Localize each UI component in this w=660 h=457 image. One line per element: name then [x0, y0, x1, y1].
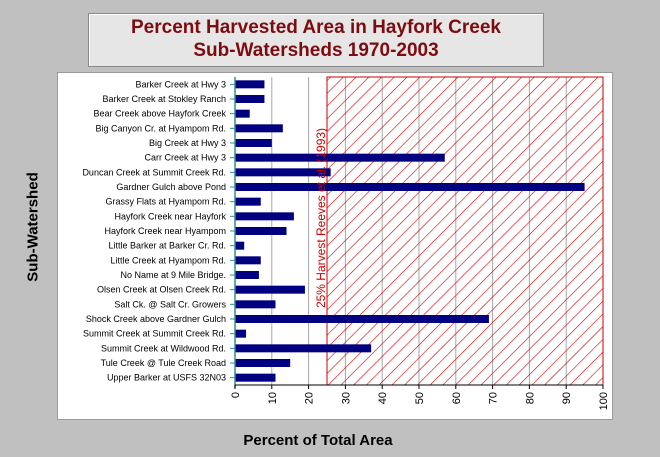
bar [235, 344, 372, 353]
bar [235, 285, 305, 294]
x-tick-label: 40 [377, 392, 389, 404]
bar [235, 227, 287, 235]
bar [235, 153, 445, 162]
bar [235, 80, 265, 89]
bar [235, 256, 261, 265]
category-label: Hayfork Creek near Hayfork [114, 211, 226, 221]
x-axis-label: Percent of Total Area [243, 432, 393, 449]
category-label: Salt Ck. @ Salt Cr. Growers [114, 299, 226, 309]
x-tick-label: 100 [598, 392, 610, 410]
x-tick-label: 10 [267, 392, 279, 404]
threshold-region [327, 77, 603, 385]
bar [235, 197, 261, 206]
threshold-label: 25% Harvest Reeves et al. (1993) [314, 128, 328, 308]
category-label: Duncan Creek at Summit Creek Rd. [82, 167, 226, 177]
category-label: Little Creek at Hyampom Rd. [110, 255, 226, 265]
bar [235, 241, 245, 250]
category-label: Barker Creek at Stokley Ranch [102, 94, 226, 104]
category-label: Barker Creek at Hwy 3 [135, 79, 226, 89]
chart-title-line-2: Sub-Watersheds 1970-2003 [193, 40, 439, 61]
x-tick-label: 80 [524, 392, 536, 404]
bar [235, 373, 276, 382]
bar [235, 168, 331, 177]
x-tick-label: 20 [304, 392, 316, 404]
bar [235, 329, 247, 338]
category-label: Gardner Gulch above Pond [116, 182, 226, 192]
bar [235, 109, 250, 118]
bar [235, 124, 283, 133]
x-tick-label: 30 [340, 392, 352, 404]
x-tick-label: 50 [414, 392, 426, 404]
category-label: Big Canyon Cr. at Hyampom Rd. [95, 123, 226, 133]
bar [235, 359, 291, 367]
category-label: Shock Creek above Gardner Gulch [86, 314, 226, 324]
chart-title-line-1: Percent Harvested Area in Hayfork Creek [131, 17, 501, 38]
category-label: Hayfork Creek near Hyampom [104, 226, 226, 236]
category-label: Grassy Flats at Hyampom Rd. [105, 197, 226, 207]
bar [235, 183, 585, 191]
category-label: Tule Creek @ Tule Creek Road [101, 358, 226, 368]
x-tick-label: 70 [488, 392, 500, 404]
category-label: No Name at 9 Mile Bridge. [120, 270, 226, 280]
y-axis-label: Sub-Watershed [24, 172, 42, 282]
bar [235, 300, 276, 309]
title-box: Percent Harvested Area in Hayfork Creek … [88, 13, 544, 67]
x-tick-label: 60 [451, 392, 463, 404]
bar [235, 212, 294, 221]
category-label: Upper Barker at USFS 32N03 [107, 373, 226, 383]
category-label: Bear Creek above Hayfork Creek [93, 109, 226, 119]
category-label: Big Creek at Hwy 3 [149, 138, 226, 148]
bar [235, 95, 265, 103]
category-label: Little Barker at Barker Cr. Rd. [108, 241, 226, 251]
category-label: Summit Creek at Wildwood Rd. [101, 343, 226, 353]
category-label: Summit Creek at Summit Creek Rd. [83, 329, 226, 339]
x-tick-label: 90 [561, 392, 573, 404]
bar [235, 139, 272, 147]
category-label: Carr Creek at Hwy 3 [144, 153, 226, 163]
category-label: Olsen Creek at Olsen Creek Rd. [97, 285, 226, 295]
bar [235, 315, 489, 323]
x-tick-label: 0 [230, 392, 242, 398]
bar [235, 271, 259, 279]
